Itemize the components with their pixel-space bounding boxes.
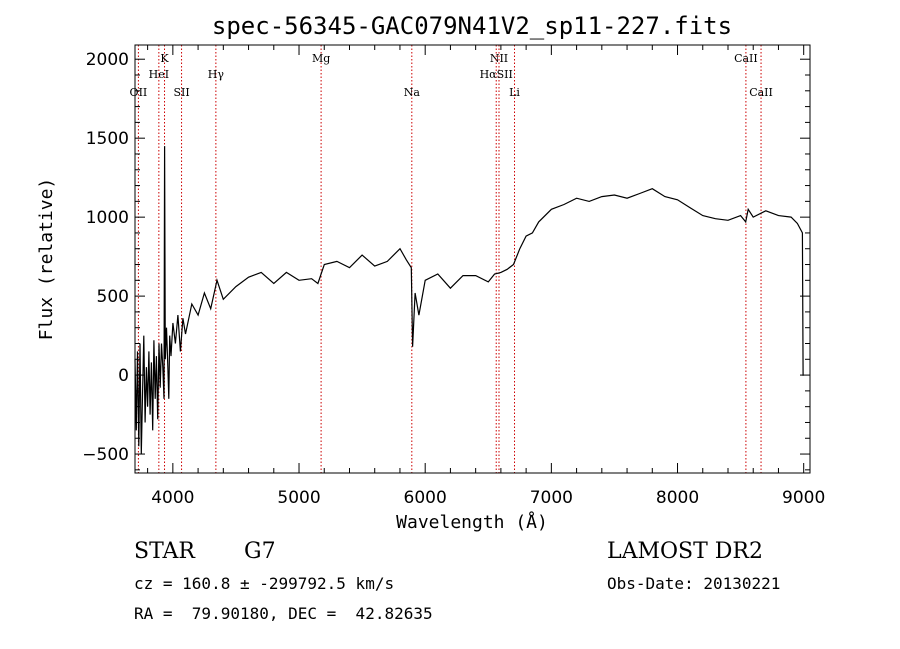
x-axis-label: Wavelength (Å) — [396, 511, 548, 533]
marker-label: NII — [490, 52, 508, 65]
chart-title: spec-56345-GAC079N41V2_sp11-227.fits — [212, 12, 732, 40]
x-tick-label: 7000 — [530, 488, 573, 508]
marker-label: Na — [404, 86, 421, 99]
object-subclass: G7 — [244, 539, 276, 564]
marker-label: CaII — [734, 52, 758, 65]
marker-label: HeI — [149, 68, 169, 81]
marker-label: OII — [130, 86, 148, 99]
y-tick-label: −500 — [82, 445, 129, 465]
marker-label: Li — [509, 86, 520, 99]
x-tick-label: 4000 — [151, 488, 194, 508]
y-axis-ticks: −500 0 500 1000 1500 2000 — [82, 50, 810, 471]
x-tick-label: 9000 — [782, 488, 825, 508]
marker-label: HαSII — [480, 68, 513, 81]
spectrum-line — [134, 146, 804, 455]
x-axis-ticks: 4000 5000 6000 7000 8000 9000 — [147, 45, 825, 508]
x-tick-label: 8000 — [656, 488, 699, 508]
redshift-velocity: cz = 160.8 ± -299792.5 km/s — [134, 574, 395, 593]
marker-label: Mg — [312, 52, 330, 65]
marker-label: CaII — [749, 86, 773, 99]
observation-date: Obs-Date: 20130221 — [607, 574, 781, 593]
y-tick-label: 0 — [118, 366, 129, 386]
survey-name: LAMOST DR2 — [607, 539, 763, 564]
marker-label: K — [160, 52, 169, 65]
marker-label: SII — [173, 86, 189, 99]
spectrum-chart: spec-56345-GAC079N41V2_sp11-227.fits OII… — [36, 12, 825, 533]
line-markers: OII K HeI SII Hγ Mg Na NII HαSII Li CaII CaII — [130, 45, 773, 473]
ra-dec-coordinates: RA = 79.90180, DEC = 42.82635 — [134, 604, 433, 623]
marker-label: Hγ — [208, 68, 225, 81]
y-axis-label: Flux (relative) — [36, 178, 57, 341]
x-tick-label: 5000 — [277, 488, 320, 508]
y-tick-label: 1500 — [86, 129, 129, 149]
x-tick-label: 6000 — [404, 488, 447, 508]
y-tick-label: 500 — [97, 287, 129, 307]
y-tick-label: 2000 — [86, 50, 129, 70]
y-tick-label: 1000 — [86, 208, 129, 228]
plot-frame — [134, 44, 811, 474]
object-class: STAR — [134, 539, 195, 564]
